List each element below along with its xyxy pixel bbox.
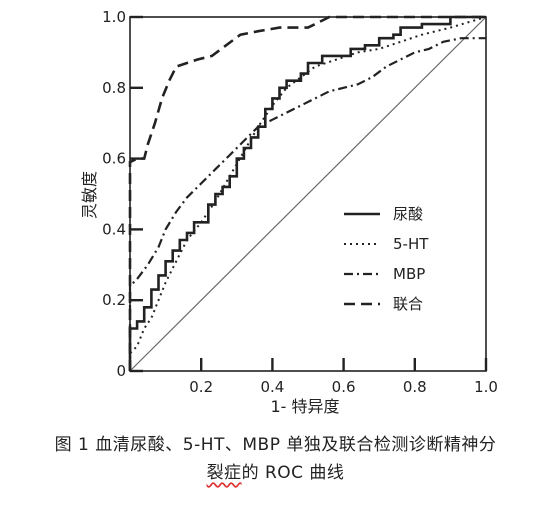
legend-label-4: 联合 — [393, 295, 423, 313]
legend-label-3: MBP — [393, 265, 425, 283]
figure-caption-line-1: 图 1 血清尿酸、5-HT、MBP 单独及联合检测诊断精神分 — [54, 435, 497, 455]
x-tick-label: 0.8 — [403, 378, 427, 396]
y-tick-label: 0.6 — [102, 150, 126, 168]
y-axis-label: 灵敏度 — [80, 171, 99, 219]
plot-area — [128, 15, 487, 372]
series-line-3 — [128, 37, 486, 371]
roc-chart: 0.2 0.4 0.6 0.8 1.0 0 0.2 0.4 0.6 0.8 1.0 1- 特异度 灵… — [80, 8, 498, 416]
y-tick-label: 0.4 — [102, 220, 126, 238]
x-tick-label: 0.4 — [260, 378, 284, 396]
y-tick-label: 0.2 — [102, 291, 126, 309]
y-tick-label: 1.0 — [102, 8, 126, 26]
figure-caption-line-2: 裂症的 ROC 曲线 — [0, 458, 551, 483]
caption-rest: 的 ROC 曲线 — [241, 463, 345, 483]
legend: 尿酸 5-HT MBP 联合 — [344, 205, 429, 313]
axis-ticks: 0.2 0.4 0.6 0.8 1.0 0 0.2 0.4 0.6 0.8 1.0 — [102, 8, 498, 396]
reference-diagonal — [129, 16, 487, 372]
x-tick-label: 0.2 — [189, 378, 213, 396]
caption-spellcheck-word: 裂症 — [206, 463, 242, 483]
series-line-1 — [128, 15, 486, 371]
legend-label-2: 5-HT — [393, 235, 429, 253]
series-line-4 — [128, 15, 486, 371]
series-line-2 — [129, 16, 487, 371]
legend-label-1: 尿酸 — [393, 205, 423, 223]
x-tick-label: 1.0 — [474, 378, 498, 396]
y-tick-label: 0 — [116, 362, 126, 380]
x-tick-label: 0.6 — [332, 378, 356, 396]
y-tick-label: 0.8 — [102, 79, 126, 97]
x-axis-label: 1- 特异度 — [270, 397, 339, 416]
